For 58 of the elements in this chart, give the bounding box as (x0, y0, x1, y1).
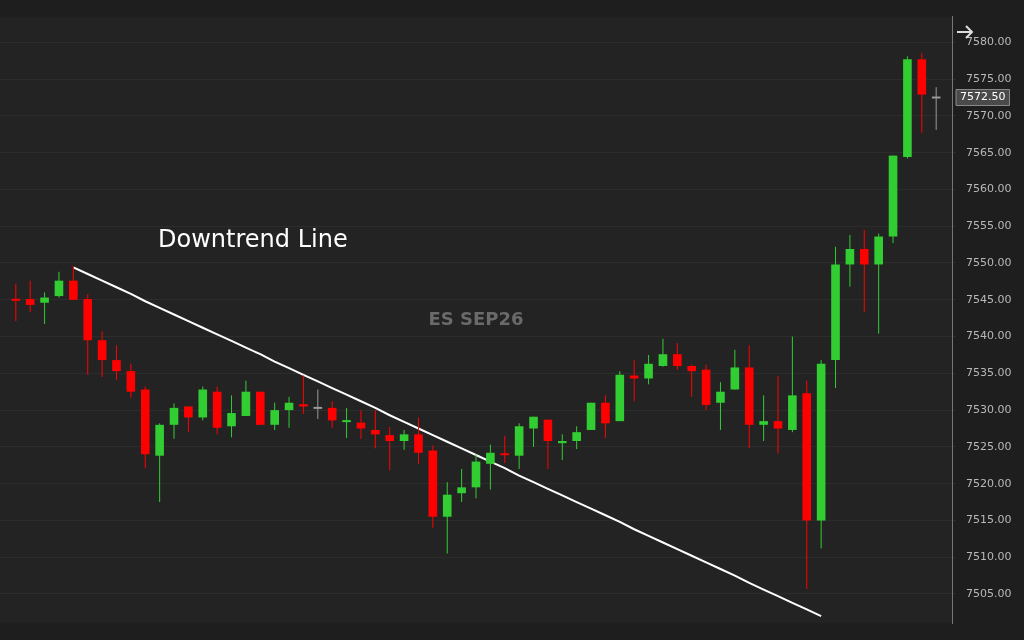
y-tick-label: 7505.00 (966, 586, 1012, 600)
candlestick (859, 229, 869, 313)
y-tick-label: 7565.00 (966, 145, 1012, 159)
candlestick (54, 271, 64, 299)
candlestick (399, 429, 409, 451)
candlestick (529, 416, 538, 448)
candlestick (385, 426, 395, 471)
candlestick (673, 342, 682, 371)
candlestick (126, 363, 136, 399)
candlestick (112, 344, 121, 381)
y-tick-label: 7540.00 (966, 329, 1012, 343)
candlestick (327, 400, 337, 429)
y-tick-label: 7550.00 (966, 255, 1012, 269)
candlestick (759, 394, 768, 442)
y-tick-label: 7525.00 (966, 439, 1012, 453)
y-tick-label: 7545.00 (966, 292, 1012, 306)
candlestick (931, 86, 941, 131)
candlestick (543, 419, 553, 470)
candlestick (371, 409, 380, 449)
candlestick (658, 338, 668, 368)
candlestick (500, 435, 510, 464)
candlestick (313, 389, 323, 420)
candlestick (572, 425, 581, 450)
candlestick (486, 444, 495, 491)
candlestick (11, 283, 21, 322)
y-tick-label: 7575.00 (966, 71, 1012, 85)
y-tick-label: 7520.00 (966, 476, 1012, 490)
y-tick-label: 7560.00 (966, 182, 1012, 196)
y-tick-label: 7580.00 (966, 35, 1012, 49)
candlestick (687, 364, 697, 398)
candlestick (69, 265, 78, 301)
candlestick (299, 375, 308, 415)
candlestick (414, 416, 423, 465)
candlestick (730, 349, 740, 391)
y-tick-label: 7535.00 (966, 366, 1012, 380)
text: 7572.50 (960, 90, 1006, 104)
y-tick-label: 7515.00 (966, 513, 1012, 527)
candlestick (40, 291, 49, 325)
candlestick (601, 394, 610, 439)
candlestick (845, 234, 855, 288)
candlestick (227, 394, 236, 438)
candlestick (644, 354, 653, 385)
candlestick (169, 402, 179, 440)
candlestick (270, 402, 279, 431)
y-tick-label: 7570.00 (966, 108, 1012, 122)
candlestick (557, 433, 567, 461)
y-tick-label: 7530.00 (966, 402, 1012, 416)
annotation: ES SEP26 (428, 307, 524, 329)
candlestick (97, 330, 107, 378)
candlestick (342, 407, 351, 439)
candlestick (184, 405, 193, 433)
candlestick (25, 280, 35, 313)
candlestick (457, 468, 466, 503)
candlestick (716, 381, 725, 431)
annotation: Downtrend Line (158, 225, 348, 254)
y-tick-label: 7510.00 (966, 550, 1012, 564)
candlestick (442, 481, 452, 555)
y-tick-label: 7555.00 (966, 219, 1012, 233)
